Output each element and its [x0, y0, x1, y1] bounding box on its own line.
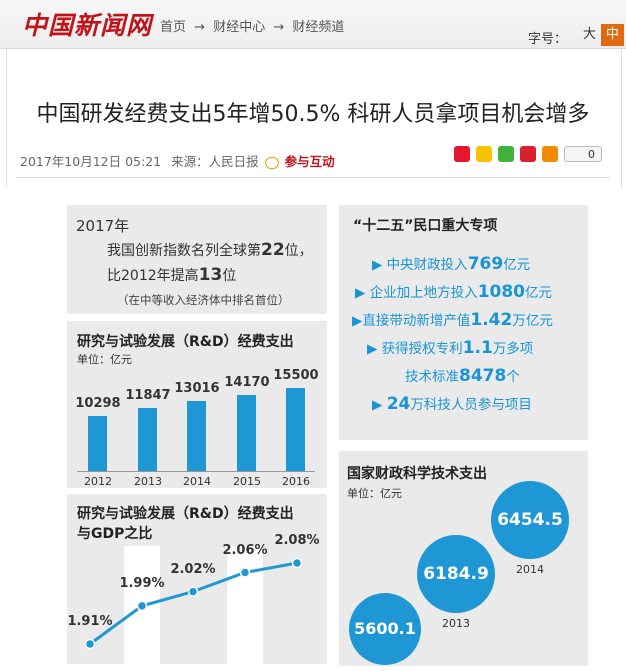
- rd-bar: [138, 408, 157, 471]
- project-item: ▶ 24万科技人员参与项目: [372, 394, 532, 414]
- ratio-value-label: 1.91%: [67, 614, 113, 629]
- rd-bar: [286, 388, 305, 471]
- rd-bar-value: 10298: [75, 396, 121, 411]
- rd-chart-baseline: [77, 471, 315, 472]
- ratio-line-svg: [84, 557, 303, 650]
- weibo-icon[interactable]: [454, 146, 470, 162]
- ratio-value-label: 2.06%: [222, 542, 268, 558]
- breadcrumb-arrow: →: [194, 20, 206, 35]
- rd-bar: [88, 416, 107, 471]
- major-projects-panel: “十二五”民口重大专项 ▶ 中央财政投入769亿元 ▶ 企业加上地方投入1080亿…: [339, 205, 588, 440]
- ratio-column-highlight: [227, 546, 263, 671]
- fiscal-tech-expenditure-chart: 国家财政科学技术支出 单位：亿元 5600.1 6184.9 2013 6454.5 2…: [339, 451, 588, 666]
- ratio-point: [84, 638, 96, 650]
- ratio-point: [136, 600, 148, 612]
- project-item: 技术标准8478个: [405, 366, 520, 386]
- innovation-note: （在中等收入经济体中排名首位）: [117, 293, 290, 307]
- rd-bar-value: 14170: [224, 375, 270, 390]
- rd-bar: [187, 401, 206, 471]
- site-logo[interactable]: 中国新闻网: [22, 11, 153, 40]
- font-size-large-button[interactable]: 大: [582, 27, 596, 42]
- ratio-point: [291, 557, 303, 569]
- renren-icon[interactable]: [520, 146, 536, 162]
- ratio-value-label: 2.08%: [274, 533, 320, 548]
- rd-bar-value: 13016: [174, 381, 220, 396]
- ratio-chart-title: 研究与试验发展（R&D）经费支出 与GDP之比: [77, 506, 294, 542]
- project-item: ▶ 企业加上地方投入1080亿元: [355, 282, 553, 302]
- fiscal-chart-title: 国家财政科学技术支出: [347, 466, 487, 482]
- innovation-line-2: 比2012年提高13位: [107, 265, 237, 285]
- fiscal-value-circle: 5600.1: [349, 593, 421, 665]
- site-header: 中国新闻网 首页 → 财经中心 → 财经频道 字号： 大 中: [0, 0, 626, 49]
- rd-year-label: 2012: [84, 475, 112, 488]
- rd-year-label: 2013: [134, 475, 162, 488]
- infographic: 2017年 我国创新指数名列全球第22位， 比2012年提高13位 （在中等收入…: [0, 188, 626, 671]
- breadcrumb-home[interactable]: 首页: [160, 20, 187, 35]
- article-title: 中国研发经费支出5年增50.5% 科研人员拿项目机会增多: [36, 102, 590, 127]
- fiscal-value-circle: 6454.5: [491, 481, 569, 559]
- project-item: ▶直接带动新增产值1.42万亿元: [352, 310, 553, 330]
- breadcrumb-finance-channel[interactable]: 财经频道: [292, 20, 345, 35]
- more-icon[interactable]: [542, 146, 558, 162]
- rd-bar-value: 15500: [273, 368, 319, 383]
- rd-year-label: 2016: [282, 475, 310, 488]
- like-counter[interactable]: 0: [564, 146, 602, 162]
- fiscal-year-label: 2013: [442, 617, 470, 630]
- comment-link[interactable]: 参与互动: [284, 154, 335, 169]
- rd-bar: [237, 395, 256, 471]
- innovation-line-1: 我国创新指数名列全球第22位，: [107, 240, 313, 260]
- rd-chart-unit: 单位：亿元: [77, 353, 132, 366]
- innovation-panel: 2017年 我国创新指数名列全球第22位， 比2012年提高13位 （在中等收入…: [67, 205, 327, 314]
- project-item: ▶ 中央财政投入769亿元: [372, 254, 531, 274]
- rd-chart-title: 研究与试验发展（R&D）经费支出: [77, 334, 294, 350]
- innovation-year: 2017年: [76, 217, 130, 235]
- comment-icon: [264, 156, 279, 169]
- fiscal-value-circle: 6184.9: [417, 535, 495, 613]
- font-size-medium-button[interactable]: 中: [601, 24, 624, 46]
- article-source: 来源：人民日报: [171, 154, 259, 169]
- qzone-icon[interactable]: [476, 146, 492, 162]
- breadcrumb: 首页 → 财经中心 → 财经频道: [160, 16, 348, 35]
- font-size-label: 字号：: [528, 32, 568, 47]
- rd-expenditure-chart: 研究与试验发展（R&D）经费支出 单位：亿元 10298 2012 11847 201…: [67, 321, 327, 488]
- divider: [16, 177, 610, 178]
- fiscal-chart-unit: 单位：亿元: [347, 487, 402, 500]
- rd-gdp-ratio-chart: 研究与试验发展（R&D）经费支出 与GDP之比 1.91% 1.99% 2.02% 2.…: [67, 494, 327, 671]
- ratio-value-label: 1.99%: [119, 575, 165, 591]
- ratio-value-label: 2.02%: [170, 561, 216, 577]
- fiscal-year-label: 2014: [516, 563, 544, 576]
- breadcrumb-finance-center[interactable]: 财经中心: [213, 20, 266, 35]
- rd-year-label: 2015: [233, 475, 261, 488]
- ratio-point: [187, 586, 199, 597]
- article-date: 2017年10月12日 05:21: [20, 154, 162, 169]
- rd-year-label: 2014: [183, 475, 211, 488]
- wechat-icon[interactable]: [498, 146, 514, 162]
- rd-bar-value: 11847: [125, 388, 171, 403]
- article-meta: 2017年10月12日 05:21 来源：人民日报 参与互动: [20, 151, 341, 170]
- projects-title: “十二五”民口重大专项: [353, 218, 498, 234]
- ratio-point: [239, 567, 251, 578]
- project-item: ▶ 获得授权专利1.1万多项: [367, 338, 534, 358]
- breadcrumb-arrow: →: [273, 20, 285, 35]
